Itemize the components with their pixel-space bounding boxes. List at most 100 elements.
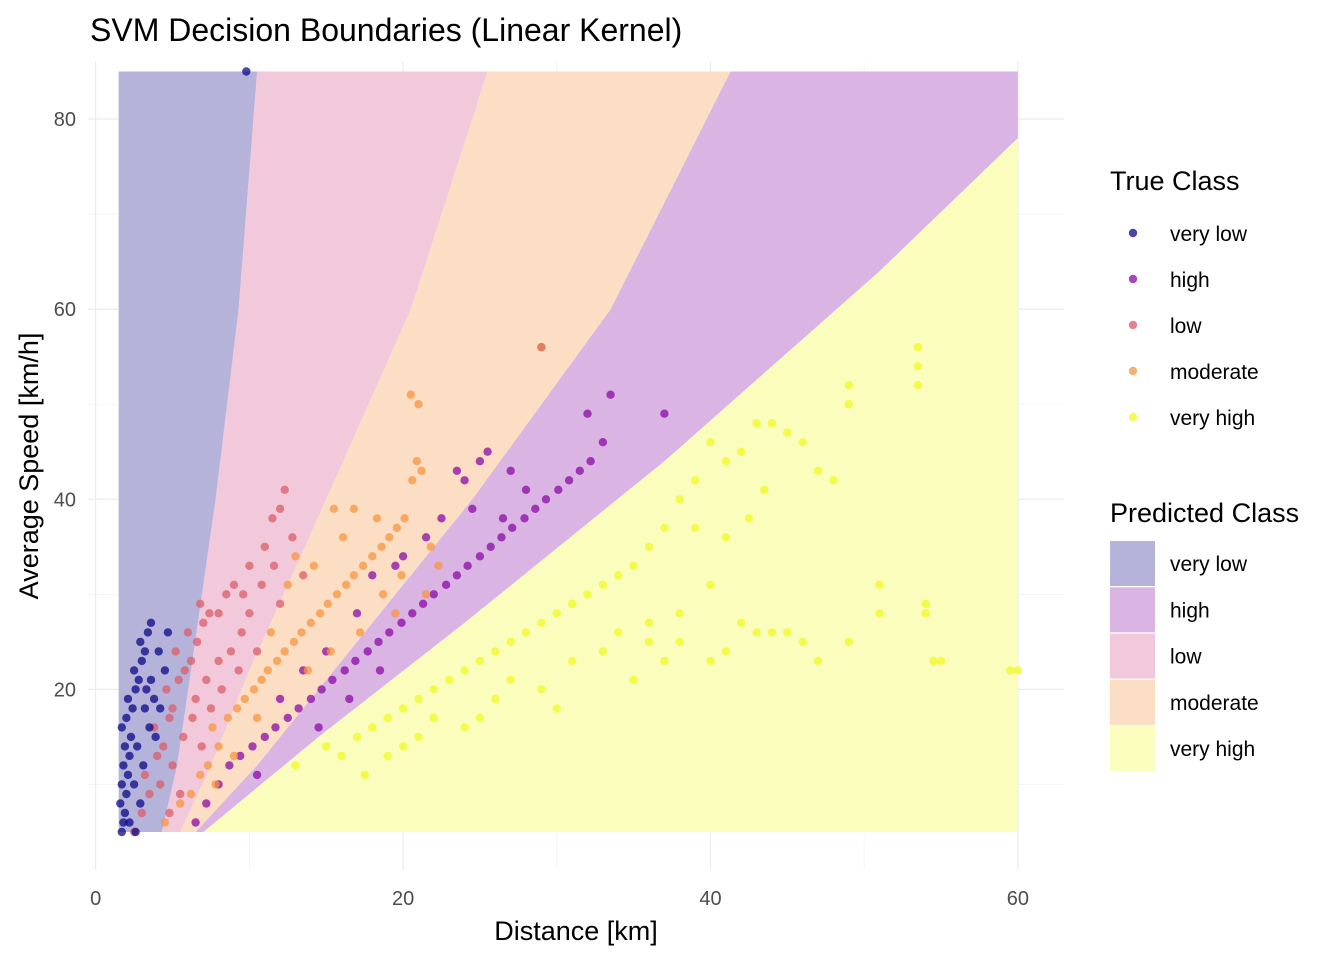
point-very-high-70 (398, 742, 408, 751)
point-high-54 (437, 514, 446, 523)
point-very-low-39 (142, 685, 151, 694)
point-moderate-3 (196, 770, 205, 780)
point-very-high-27 (721, 457, 731, 466)
point-very-high-62 (552, 704, 561, 713)
point-very-high-34 (829, 476, 838, 485)
point-very-high-3 (352, 732, 362, 742)
point-very-low-18 (129, 666, 139, 675)
point-very-high-59 (614, 628, 623, 637)
point-very-high-32 (798, 438, 807, 447)
point-very-high-66 (475, 713, 485, 723)
point-high-7 (271, 723, 280, 732)
y-tick-label-3: 80 (54, 109, 76, 131)
point-very-high-56 (706, 656, 715, 666)
point-very-low-11 (126, 732, 136, 742)
point-very-high-14 (521, 628, 531, 637)
point-low-17 (205, 609, 214, 618)
point-very-high-35 (844, 400, 853, 409)
point-high-1 (202, 799, 211, 808)
point-very-low-33 (146, 675, 156, 685)
point-high-19 (408, 609, 417, 618)
point-very-high-53 (783, 628, 792, 637)
point-moderate-34 (537, 343, 546, 352)
point-very-high-76 (660, 656, 669, 666)
point-very-high-73 (644, 618, 654, 627)
point-moderate-43 (283, 580, 292, 589)
point-moderate-24 (368, 552, 377, 561)
point-high-6 (260, 732, 269, 742)
point-moderate-15 (289, 637, 299, 647)
point-high-35 (586, 457, 595, 466)
y-axis-title: Average Speed [km/h] (14, 333, 44, 600)
point-moderate-29 (408, 476, 417, 485)
point-low-7 (165, 713, 174, 723)
point-low-43 (269, 561, 279, 570)
point-very-high-4 (368, 723, 377, 732)
point-moderate-17 (306, 618, 316, 627)
point-high-60 (375, 666, 385, 675)
decision-regions (118, 71, 1018, 832)
point-moderate-30 (412, 457, 422, 466)
point-very-low-4 (116, 799, 125, 808)
point-moderate-19 (323, 599, 332, 608)
point-high-53 (421, 533, 431, 542)
point-very-low-28 (129, 780, 139, 789)
point-moderate-42 (291, 552, 300, 561)
point-low-45 (299, 571, 308, 580)
legend-predicted-label-low: low (1170, 646, 1202, 669)
point-very-high-17 (568, 599, 577, 608)
point-very-high-65 (491, 694, 500, 704)
legend-predicted-class-title: Predicted Class (1110, 498, 1299, 528)
point-very-low-38 (163, 628, 173, 637)
legend-true-label-very-high: very high (1170, 407, 1255, 430)
point-high-3 (225, 761, 234, 770)
point-very-high-41 (875, 609, 884, 618)
point-low-1 (137, 808, 146, 818)
point-high-46 (398, 552, 408, 561)
point-high-20 (418, 599, 428, 608)
point-very-low-25 (145, 723, 154, 732)
point-very-high-1 (322, 742, 331, 751)
point-high-42 (460, 476, 469, 485)
legend-predicted-key-very-low (1110, 541, 1155, 586)
point-high-38 (583, 409, 592, 418)
point-low-20 (222, 590, 231, 599)
point-high-43 (475, 457, 485, 466)
point-low-16 (199, 618, 208, 627)
legend-true-key-very-low (1128, 228, 1138, 238)
legend-predicted-label-moderate: moderate (1170, 692, 1259, 715)
point-low-49 (165, 808, 174, 818)
legend-true-key-low (1128, 320, 1138, 330)
point-very-low-13 (122, 713, 131, 723)
point-low-46 (275, 599, 285, 608)
point-high-24 (463, 561, 472, 570)
y-tick-label-2: 60 (54, 299, 76, 321)
point-very-low-19 (137, 656, 146, 666)
point-very-high-16 (552, 609, 561, 618)
point-low-24 (275, 504, 285, 513)
point-very-low-10 (120, 742, 130, 751)
point-high-55 (468, 504, 477, 513)
point-very-high-72 (360, 770, 369, 780)
point-very-high-11 (475, 656, 485, 666)
point-high-11 (317, 685, 326, 694)
point-moderate-8 (232, 704, 242, 713)
point-very-high-37 (913, 343, 923, 352)
point-high-52 (391, 561, 400, 570)
point-high-61 (252, 770, 262, 780)
point-moderate-5 (214, 742, 223, 751)
point-high-59 (345, 694, 354, 704)
point-moderate-20 (332, 590, 342, 599)
y-tick-label-0: 20 (54, 679, 76, 701)
point-moderate-31 (417, 466, 426, 475)
point-very-high-64 (506, 675, 515, 685)
point-high-22 (441, 580, 451, 589)
point-very-high-22 (644, 542, 654, 551)
point-very-high-42 (921, 599, 930, 608)
point-high-31 (541, 495, 551, 504)
point-low-2 (145, 789, 154, 799)
point-very-high-44 (929, 656, 938, 666)
point-very-low-34 (154, 647, 163, 656)
point-very-high-19 (598, 580, 608, 589)
point-very-low-16 (131, 685, 140, 694)
